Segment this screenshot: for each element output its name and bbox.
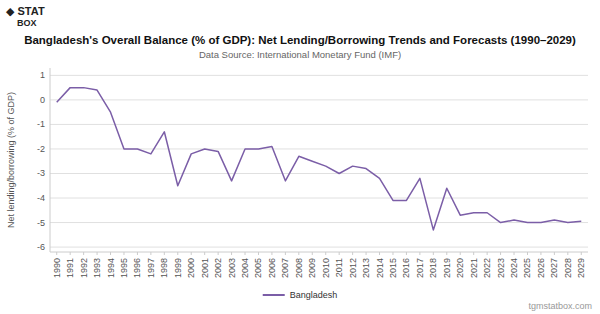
x-tick-label: 2025	[522, 258, 532, 278]
y-tick-label: -5	[37, 218, 45, 228]
logo-text: BOX	[17, 18, 37, 28]
y-tick-label: -6	[37, 242, 45, 252]
x-tick-label: 2017	[415, 258, 425, 278]
x-tick-label: 2009	[307, 258, 317, 278]
x-tick-label: 2024	[509, 258, 519, 278]
x-tick-label: 1992	[79, 258, 89, 278]
x-tick-label: 1993	[92, 258, 102, 278]
y-axis-label: Net lending/borrowing (% of GDP)	[6, 92, 16, 228]
x-tick-label: 2028	[563, 258, 573, 278]
grid-line	[50, 173, 588, 174]
legend: Bangladesh	[263, 290, 338, 300]
x-tick-label: 2000	[186, 258, 196, 278]
watermark: tgmstatbox.com	[528, 301, 592, 311]
x-tick-label: 1990	[52, 258, 62, 278]
x-tick-label: 2006	[267, 258, 277, 278]
y-tick-label: -1	[37, 119, 45, 129]
x-tick-label: 1998	[159, 258, 169, 278]
y-tick-label: 1	[40, 70, 45, 80]
grid-line	[50, 222, 588, 223]
legend-label: Bangladesh	[290, 290, 338, 300]
y-tick-label: -2	[37, 144, 45, 154]
title: Bangladesh's Overall Balance (% of GDP):…	[24, 34, 576, 46]
x-tick-label: 2011	[334, 258, 344, 277]
y-axis	[50, 68, 51, 252]
x-tick-label: 2020	[455, 258, 465, 278]
x-tick-label: 2026	[536, 258, 546, 278]
x-tick-label: 2014	[375, 258, 385, 278]
plot-area	[57, 88, 582, 230]
grid-line	[50, 99, 588, 100]
x-tick-label: 1999	[173, 258, 183, 278]
x-tick-label: 2021	[469, 258, 479, 278]
x-tick-label: 2019	[442, 258, 452, 278]
x-tick-label: 2013	[361, 258, 371, 278]
x-tick-label: 2016	[401, 258, 411, 278]
x-tick-label: 2027	[549, 258, 559, 278]
x-tick-label: 2012	[348, 258, 358, 278]
subtitle: Data Source: International Monetary Fund…	[199, 49, 401, 60]
y-tick-label: 0	[40, 95, 45, 105]
x-tick-label: 1996	[132, 258, 142, 278]
x-tick-label: 2005	[253, 258, 263, 278]
background	[0, 0, 600, 314]
x-tick-label: 1994	[106, 258, 116, 278]
chart: ◆ STATBOX tgmstatbox.com Bangladesh's Over…	[0, 0, 600, 314]
y-tick-label: -3	[37, 168, 45, 178]
x-tick-label: 2029	[576, 258, 586, 278]
x-tick-label: 2023	[496, 258, 506, 278]
x-tick-label: 2003	[227, 258, 237, 278]
x-tick-label: 1995	[119, 258, 129, 278]
x-tick-label: 2004	[240, 258, 250, 278]
grid-line	[50, 247, 588, 248]
legend-item: Bangladesh	[263, 290, 338, 300]
x-tick-label: 2018	[428, 258, 438, 278]
x-tick-label: 2008	[294, 258, 304, 278]
grid-line	[50, 124, 588, 125]
x-tick-label: 2002	[213, 258, 223, 278]
line	[57, 88, 582, 230]
x-axis	[50, 252, 588, 253]
logo-text: ◆ STAT	[6, 5, 45, 17]
x-tick-label: 2022	[482, 258, 492, 278]
x-tick-label: 1991	[65, 258, 75, 278]
x-tick-label: 1997	[146, 258, 156, 278]
grid-line	[50, 198, 588, 199]
x-tick-label: 2015	[388, 258, 398, 278]
y-tick-label: -4	[37, 193, 45, 203]
grid-line	[50, 75, 588, 76]
x-tick-label: 2010	[321, 258, 331, 278]
x-tick-label: 2001	[200, 258, 210, 278]
x-tick-label: 2007	[280, 258, 290, 278]
legend-swatch	[263, 294, 285, 296]
